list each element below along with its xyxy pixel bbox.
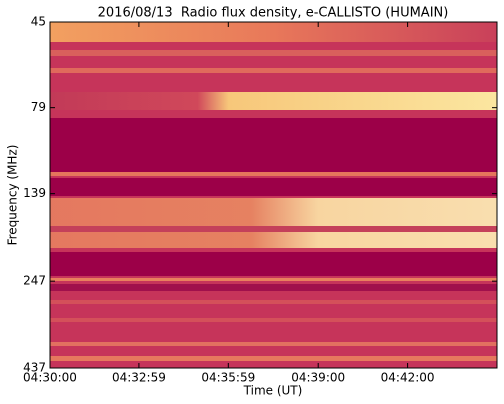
x-tick-label: 04:30:00 — [23, 371, 77, 385]
y-tick-label: 79 — [31, 100, 46, 114]
x-tick-label: 04:32:59 — [112, 371, 166, 385]
plot-frame — [49, 21, 498, 369]
x-tick-label: 04:39:00 — [291, 371, 345, 385]
y-tick-label: 45 — [31, 15, 46, 29]
chart-title: 2016/08/13 Radio flux density, e-CALLIST… — [98, 6, 449, 21]
x-tick-label: 04:35:59 — [201, 371, 255, 385]
y-tick-label: 437 — [23, 361, 46, 375]
spectrogram — [50, 22, 497, 368]
y-tick-label: 139 — [23, 186, 46, 200]
x-axis-label: Time (UT) — [243, 384, 303, 398]
x-tick-label: 04:42:00 — [381, 371, 435, 385]
y-tick-label: 247 — [23, 274, 46, 288]
y-axis-label: Frequency (MHz) — [6, 145, 20, 246]
